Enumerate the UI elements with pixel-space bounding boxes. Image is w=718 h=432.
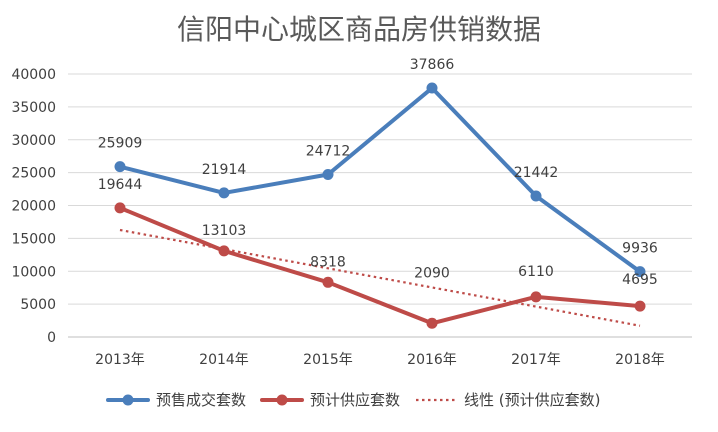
data-point [426,317,438,329]
legend-marker [122,394,134,406]
trendline [119,228,641,327]
data-label: 4695 [622,272,658,288]
data-label: 8318 [310,254,346,270]
data-point [530,190,542,202]
series-layer [114,82,646,329]
gridlines [68,73,692,338]
data-point [218,245,230,257]
data-point [322,169,334,181]
y-tick-label: 15000 [11,231,56,247]
data-label: 9936 [622,241,658,257]
x-tick-label: 2015年 [303,352,353,368]
x-tick-label: 2017年 [511,352,561,368]
data-point [634,300,646,312]
trendline-layer [119,228,641,327]
x-tick-label: 2013年 [95,352,145,368]
legend: 预售成交套数 预计供应套数 线性 (预计供应套数) [106,391,600,409]
x-tick-label: 2018年 [615,352,665,368]
y-tick-label: 35000 [11,100,56,116]
data-label: 37866 [410,57,455,73]
y-tick-label: 40000 [11,67,56,83]
y-tick-label: 0 [47,330,56,346]
x-axis: 2013年 2014年 2015年 2016年 2017年 2018年 [95,352,665,368]
data-point [634,266,646,278]
series-line [118,205,642,326]
chart-title: 信阳中心城区商品房供销数据 [176,13,541,46]
y-tick-label: 5000 [20,297,56,313]
data-label: 13103 [202,223,247,239]
data-point [426,82,438,94]
data-label: 2090 [414,265,450,281]
legend-label: 线性 (预计供应套数) [464,391,600,409]
y-tick-label: 30000 [11,133,56,149]
data-label: 24712 [306,144,351,160]
data-label: 21442 [514,165,559,181]
legend-marker [276,394,288,406]
y-axis: 0 5000 10000 15000 20000 25000 30000 35000 40000 [11,67,56,346]
data-point [530,291,542,303]
data-point [322,276,334,288]
data-label: 25909 [98,136,143,152]
data-point [218,187,230,199]
data-label: 6110 [518,264,554,280]
x-tick-label: 2014年 [199,352,249,368]
legend-label: 预售成交套数 [156,391,246,409]
y-tick-label: 25000 [11,166,56,182]
data-labels: 25909 21914 24712 37866 21442 9936 19644 13103 8… [98,57,658,288]
data-point [114,202,126,214]
series-line [118,86,642,274]
data-label: 21914 [202,162,247,178]
y-tick-label: 20000 [11,199,56,215]
y-tick-label: 10000 [11,264,56,280]
data-point [114,161,126,173]
legend-label: 预计供应套数 [310,391,400,409]
x-tick-label: 2016年 [407,352,457,368]
data-label: 19644 [98,177,143,193]
